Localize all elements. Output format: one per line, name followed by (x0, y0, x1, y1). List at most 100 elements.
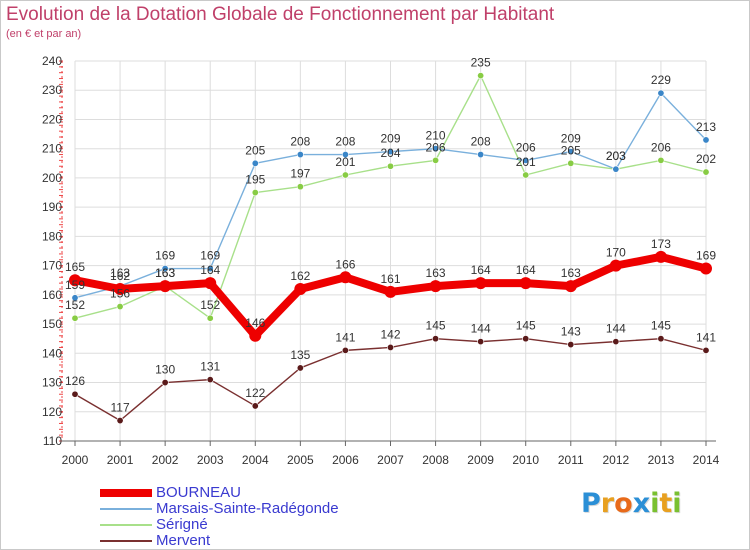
data-label: 206 (651, 140, 671, 154)
tick-labels: 110 120 130 140 150 160 170 180 190 200 210 220 230 2… (42, 54, 720, 467)
data-point (657, 89, 665, 97)
data-point (116, 417, 124, 425)
data-label: 170 (606, 246, 626, 260)
data-point (477, 338, 485, 346)
data-label: 144 (471, 322, 491, 336)
data-label: 135 (290, 348, 310, 362)
data-point (477, 151, 485, 159)
data-point (159, 280, 172, 293)
data-point (206, 376, 214, 384)
data-label: 141 (335, 330, 355, 344)
data-labels: 126 117 130 131 122 135 141 142 145 144 145 143 144 1… (65, 56, 716, 415)
data-point (657, 335, 665, 343)
x-tick-label: 2007 (377, 453, 404, 467)
data-label: 209 (380, 132, 400, 146)
data-label: 164 (200, 263, 220, 277)
data-point (612, 165, 620, 173)
x-tick-label: 2008 (422, 453, 449, 467)
y-tick-label: 120 (42, 405, 62, 419)
legend-swatch (100, 508, 152, 510)
data-label: 209 (561, 132, 581, 146)
data-label: 208 (335, 135, 355, 149)
data-point (386, 148, 394, 156)
data-label: 197 (290, 167, 310, 181)
data-point (519, 277, 532, 290)
data-label: 162 (290, 269, 310, 283)
legend-label: BOURNEAU (156, 484, 242, 501)
data-point (161, 265, 169, 273)
data-label: 126 (65, 374, 85, 388)
data-point (654, 250, 667, 263)
y-tick-label: 230 (42, 83, 62, 97)
x-tick-label: 2002 (152, 453, 179, 467)
data-label: 169 (200, 249, 220, 263)
data-label: 205 (561, 143, 581, 157)
data-point (567, 159, 575, 167)
data-label: 145 (516, 319, 536, 333)
x-tick-label: 2004 (242, 453, 269, 467)
data-label: 163 (110, 266, 130, 280)
data-point (341, 171, 349, 179)
data-label: 156 (110, 287, 130, 301)
data-point (612, 338, 620, 346)
data-point (251, 402, 259, 410)
data-label: 159 (65, 278, 85, 292)
data-label: 169 (155, 249, 175, 263)
data-label: 162 (110, 269, 130, 283)
data-point (204, 277, 217, 290)
data-label: 165 (65, 260, 85, 274)
data-point (522, 335, 530, 343)
axes (59, 60, 716, 446)
data-label: 143 (561, 325, 581, 339)
data-point (71, 294, 79, 302)
data-point (206, 314, 214, 322)
data-label: 205 (245, 143, 265, 157)
y-tick-label: 190 (42, 200, 62, 214)
data-label: 152 (65, 298, 85, 312)
data-label: 169 (696, 249, 716, 263)
x-tick-label: 2000 (62, 453, 89, 467)
chart-subtitle: (en € et par an) (6, 28, 82, 40)
data-label: 163 (561, 266, 581, 280)
data-point (339, 271, 352, 284)
x-tick-label: 2006 (332, 453, 359, 467)
data-label: 131 (200, 360, 220, 374)
y-tick-label: 180 (42, 229, 62, 243)
legend-label: Sérigné (156, 516, 208, 533)
data-point (251, 159, 259, 167)
data-point (251, 189, 259, 197)
data-point (702, 168, 710, 176)
x-tick-label: 2013 (648, 453, 675, 467)
x-tick-label: 2011 (558, 453, 584, 467)
data-label: 206 (426, 140, 446, 154)
x-tick-label: 2003 (197, 453, 224, 467)
legend-label: Marsais-Sainte-Radégonde (156, 500, 339, 517)
data-point (114, 283, 127, 295)
logo-letter: r (600, 488, 615, 519)
data-point (71, 390, 79, 398)
data-label: 163 (426, 266, 446, 280)
data-point (386, 343, 394, 351)
legend-swatch (100, 540, 152, 542)
data-label: 163 (155, 266, 175, 280)
legend-swatch (100, 524, 152, 526)
data-label: 142 (380, 327, 400, 341)
x-tick-label: 2014 (693, 453, 720, 467)
data-point (429, 280, 442, 293)
y-tick-label: 210 (42, 142, 62, 156)
data-point (477, 72, 485, 80)
data-point (296, 364, 304, 372)
series-layer (69, 72, 712, 425)
data-label: 164 (516, 263, 536, 277)
y-tick-label: 200 (42, 171, 62, 185)
data-point (432, 156, 440, 164)
data-label: 146 (245, 316, 265, 330)
grid (74, 60, 707, 442)
data-point (702, 346, 710, 354)
y-tick-label: 170 (42, 259, 62, 273)
data-label: 208 (290, 135, 310, 149)
data-label: 203 (606, 149, 626, 163)
data-label: 166 (335, 257, 355, 271)
y-tick-label: 130 (42, 376, 62, 390)
proxiti-logo: Proxiti (581, 488, 682, 519)
